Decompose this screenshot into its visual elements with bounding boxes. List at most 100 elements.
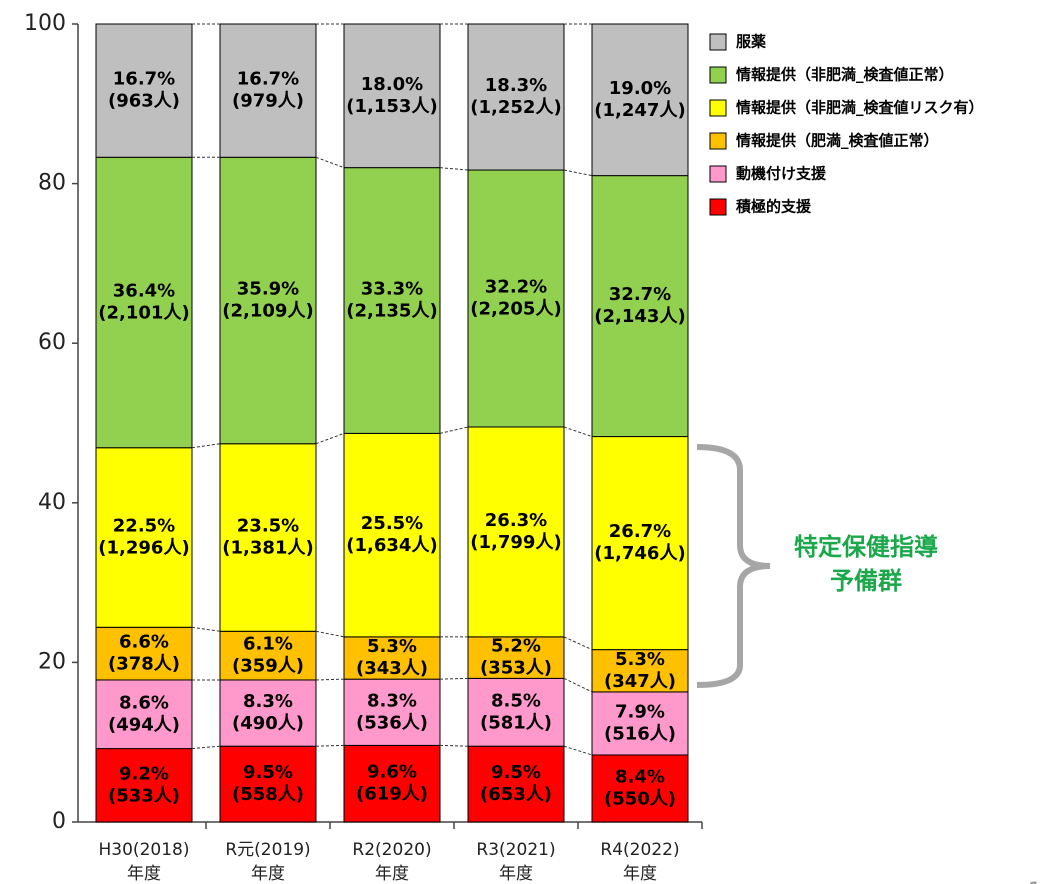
- x-tick-label: R2(2020)年度: [352, 840, 431, 884]
- bar-segment: [467, 636, 565, 679]
- bar-segment: [591, 649, 689, 693]
- legend-swatch: [709, 33, 727, 51]
- value-label: 8.5% (581人): [480, 690, 552, 733]
- value-label: 8.3% (536人): [356, 690, 428, 733]
- value-label: 33.3% (2,135人): [346, 279, 437, 322]
- bar-segment: [591, 175, 689, 438]
- connector: [439, 744, 469, 747]
- value-label: 26.3% (1,799人): [470, 510, 561, 553]
- legend-swatch: [709, 198, 727, 216]
- bar-segment: [219, 679, 317, 747]
- value-label: 23.5% (1,381人): [222, 516, 313, 559]
- legend-label: 服薬: [736, 33, 766, 51]
- page-number: 14: [1028, 879, 1043, 884]
- bar-segment: [591, 754, 689, 823]
- bar-segment: [343, 167, 441, 434]
- bar-segment: [343, 23, 441, 169]
- bar-segment: [591, 436, 689, 651]
- value-label: 9.5% (653人): [480, 762, 552, 805]
- bar-segment: [95, 626, 193, 681]
- connector: [191, 626, 221, 632]
- y-tick-label: 40: [38, 490, 66, 515]
- value-label: 25.5% (1,634人): [346, 513, 437, 556]
- connector: [315, 744, 345, 747]
- y-tick-label: 20: [38, 649, 66, 674]
- bar-segment: [343, 678, 441, 746]
- value-label: 9.5% (558人): [232, 762, 304, 805]
- legend-swatch: [709, 99, 727, 117]
- y-tick-label: 80: [38, 171, 66, 196]
- connector: [439, 167, 469, 171]
- legend-label: 情報提供（非肥満_検査値正常）: [736, 66, 954, 84]
- value-label: 6.1% (359人): [232, 634, 304, 677]
- connector: [315, 432, 345, 445]
- x-tick-label: H30(2018)年度: [99, 840, 190, 884]
- value-label: 18.3% (1,252人): [470, 75, 561, 118]
- value-label: 36.4% (2,101人): [98, 281, 189, 324]
- value-label: 32.2% (2,205人): [470, 277, 561, 320]
- bar-segment: [95, 447, 193, 628]
- value-label: 8.4% (550人): [604, 766, 676, 809]
- x-tick-label: R3(2021)年度: [476, 840, 555, 884]
- value-label: 9.2% (533人): [108, 763, 180, 806]
- bar-segment: [95, 748, 193, 823]
- legend-label: 積極的支援: [735, 198, 812, 216]
- annotation: 特定保健指導予備群: [794, 533, 938, 595]
- connector: [315, 630, 345, 638]
- legend-label: 情報提供（肥満_検査値正常）: [736, 132, 939, 150]
- value-label: 26.7% (1,746人): [594, 521, 685, 564]
- value-label: 7.9% (516人): [604, 701, 676, 744]
- bar-segment: [219, 630, 317, 681]
- value-label: 5.3% (343人): [356, 636, 428, 679]
- value-label: 22.5% (1,296人): [98, 516, 189, 559]
- value-label: 8.6% (494人): [108, 692, 180, 735]
- legend-label: 動機付け支援: [736, 165, 827, 183]
- connector: [191, 443, 221, 449]
- x-tick-label: R4(2022)年度: [600, 840, 679, 884]
- bar-segment: [467, 169, 565, 428]
- y-tick-label: 100: [24, 11, 66, 36]
- value-label: 9.6% (619人): [356, 762, 428, 805]
- connector: [563, 169, 593, 177]
- connector: [315, 678, 345, 681]
- connector: [563, 745, 593, 756]
- bar-segment: [343, 636, 441, 680]
- value-label: 16.7% (963人): [108, 69, 180, 112]
- value-label: 35.9% (2,109人): [222, 279, 313, 322]
- bar-segment: [467, 745, 565, 823]
- bar-segment: [343, 744, 441, 823]
- value-label: 5.2% (353人): [480, 636, 552, 679]
- legend-swatch: [709, 165, 727, 183]
- value-label: 5.3% (347人): [604, 649, 676, 692]
- connector: [191, 745, 221, 750]
- bar-segment: [219, 443, 317, 632]
- value-label: 6.6% (378人): [108, 632, 180, 675]
- y-tick-label: 0: [52, 809, 66, 834]
- bar-segment: [219, 156, 317, 445]
- connector: [439, 677, 469, 680]
- value-label: 19.0% (1,247人): [594, 78, 685, 121]
- value-label: 8.3% (490人): [232, 691, 304, 734]
- connector: [563, 677, 593, 693]
- y-tick-label: 60: [38, 330, 66, 355]
- value-label: 16.7% (979人): [232, 69, 304, 112]
- connector: [315, 156, 345, 169]
- legend-swatch: [709, 132, 727, 150]
- value-label: 32.7% (2,143人): [594, 284, 685, 327]
- value-label: 18.0% (1,153人): [346, 74, 437, 117]
- bar-segment: [219, 745, 317, 823]
- bar-segment: [591, 691, 689, 756]
- legend-label: 情報提供（非肥満_検査値リスク有）: [736, 99, 984, 117]
- connector: [563, 636, 593, 651]
- bar-segment: [343, 432, 441, 638]
- x-tick-label: R元(2019)年度: [225, 840, 310, 884]
- connector: [563, 426, 593, 438]
- bar-segment: [467, 426, 565, 638]
- bracket: [696, 444, 771, 688]
- legend-swatch: [709, 66, 727, 84]
- bar-segment: [95, 156, 193, 449]
- bar-segment: [467, 677, 565, 747]
- bar-segment: [95, 23, 193, 158]
- bar-segment: [467, 23, 565, 171]
